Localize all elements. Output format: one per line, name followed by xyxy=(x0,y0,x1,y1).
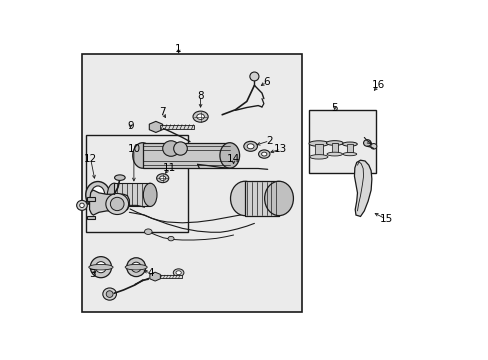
Text: 4: 4 xyxy=(147,268,154,278)
Ellipse shape xyxy=(89,264,113,270)
Text: 10: 10 xyxy=(127,144,140,154)
Text: 14: 14 xyxy=(226,154,240,164)
Polygon shape xyxy=(149,272,160,281)
Text: 16: 16 xyxy=(371,80,385,90)
Polygon shape xyxy=(149,121,162,132)
Ellipse shape xyxy=(342,142,357,146)
Ellipse shape xyxy=(125,264,147,270)
Bar xyxy=(159,275,182,278)
Polygon shape xyxy=(89,190,129,215)
Ellipse shape xyxy=(132,143,152,168)
Ellipse shape xyxy=(173,269,183,276)
Text: 6: 6 xyxy=(263,77,269,87)
Ellipse shape xyxy=(159,176,165,180)
Ellipse shape xyxy=(325,141,343,145)
Bar xyxy=(314,144,322,157)
Ellipse shape xyxy=(308,141,328,146)
Ellipse shape xyxy=(244,141,257,151)
Bar xyxy=(309,110,375,174)
Ellipse shape xyxy=(247,144,253,149)
Ellipse shape xyxy=(326,152,342,156)
Bar xyxy=(160,125,193,129)
Ellipse shape xyxy=(196,114,204,120)
Ellipse shape xyxy=(220,143,239,168)
Ellipse shape xyxy=(163,141,179,156)
Ellipse shape xyxy=(168,237,174,241)
Ellipse shape xyxy=(261,152,266,156)
Polygon shape xyxy=(354,160,371,216)
Ellipse shape xyxy=(143,183,157,207)
Ellipse shape xyxy=(110,197,124,211)
Ellipse shape xyxy=(131,262,141,272)
Bar xyxy=(114,183,150,207)
Text: 12: 12 xyxy=(84,154,97,164)
Ellipse shape xyxy=(230,181,259,216)
Ellipse shape xyxy=(77,201,87,210)
Ellipse shape xyxy=(107,183,121,207)
Ellipse shape xyxy=(309,155,327,159)
Ellipse shape xyxy=(96,262,106,273)
Bar xyxy=(82,54,301,312)
Text: 3: 3 xyxy=(89,269,95,279)
Bar xyxy=(85,135,188,232)
Text: 2: 2 xyxy=(265,136,272,146)
Text: 5: 5 xyxy=(331,103,337,113)
Ellipse shape xyxy=(80,203,84,208)
Ellipse shape xyxy=(176,271,181,275)
Bar xyxy=(331,143,337,154)
Polygon shape xyxy=(87,197,95,201)
Ellipse shape xyxy=(102,288,116,300)
Ellipse shape xyxy=(343,152,356,156)
Ellipse shape xyxy=(106,291,113,297)
Text: 13: 13 xyxy=(274,144,287,154)
Ellipse shape xyxy=(114,175,125,180)
Polygon shape xyxy=(87,216,95,219)
Text: 15: 15 xyxy=(379,214,392,224)
Ellipse shape xyxy=(144,229,152,234)
Text: 8: 8 xyxy=(197,91,203,101)
Bar xyxy=(244,181,279,216)
Ellipse shape xyxy=(173,142,187,155)
Ellipse shape xyxy=(91,186,104,204)
Ellipse shape xyxy=(85,181,110,208)
Ellipse shape xyxy=(264,181,293,216)
Text: 7: 7 xyxy=(159,108,165,117)
Ellipse shape xyxy=(126,258,145,276)
Ellipse shape xyxy=(363,140,370,146)
Ellipse shape xyxy=(156,174,168,183)
Ellipse shape xyxy=(258,150,269,158)
Ellipse shape xyxy=(105,193,128,215)
Text: 9: 9 xyxy=(127,121,134,131)
Bar xyxy=(142,143,229,168)
Text: 1: 1 xyxy=(175,44,182,54)
Text: 11: 11 xyxy=(162,163,175,173)
Ellipse shape xyxy=(249,72,259,81)
Ellipse shape xyxy=(370,144,376,149)
Bar xyxy=(346,144,352,154)
Ellipse shape xyxy=(193,111,208,122)
Ellipse shape xyxy=(90,257,111,278)
